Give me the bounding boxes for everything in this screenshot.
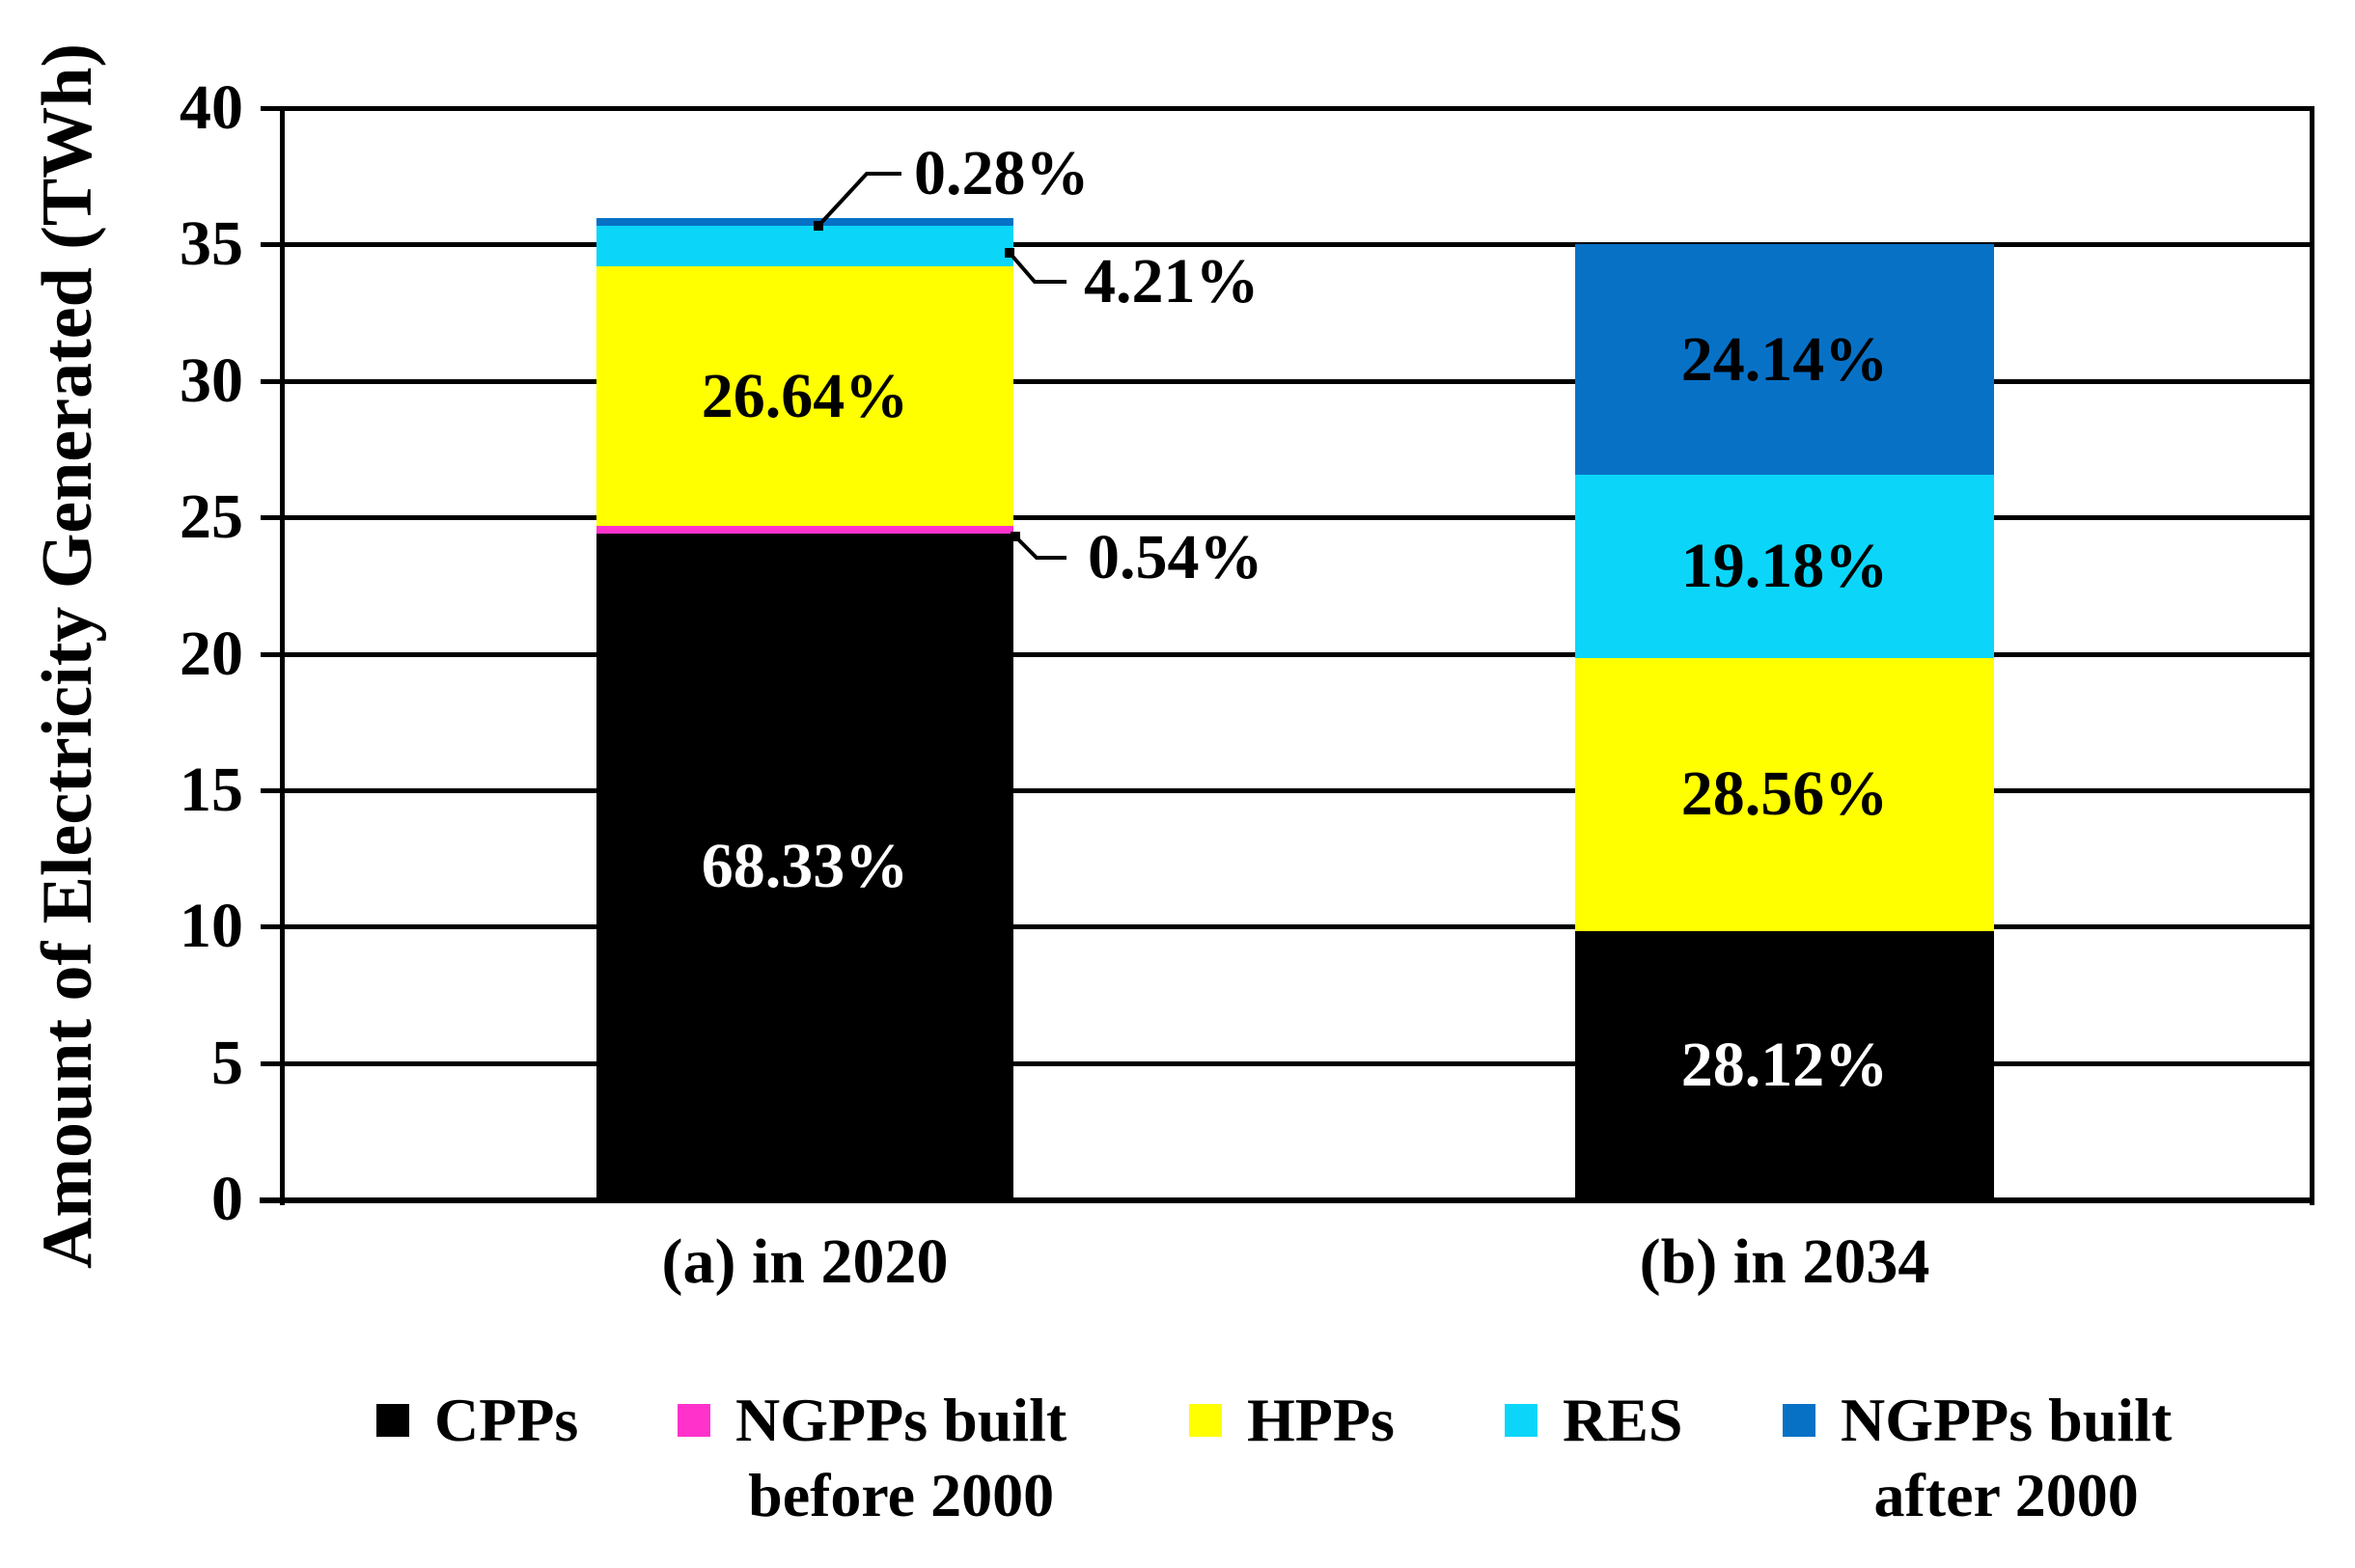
legend-swatch-cpps xyxy=(376,1404,409,1437)
plot-right-border xyxy=(2310,106,2314,1205)
gridline xyxy=(261,651,2314,657)
gridline xyxy=(261,515,2314,521)
y-axis-line xyxy=(280,106,285,1205)
legend-swatch-hpps xyxy=(1189,1404,1222,1437)
segment-ngpps-built-after-2000 xyxy=(596,218,1013,227)
segment-cpps xyxy=(596,534,1013,1199)
gridline xyxy=(261,106,2314,111)
bar--b-in-2034 xyxy=(1575,108,1994,1199)
legend-label: RES xyxy=(1563,1383,1683,1458)
y-tick-label: 35 xyxy=(180,208,243,280)
y-tick-label: 25 xyxy=(180,481,243,553)
legend-label: HPPs xyxy=(1247,1383,1395,1458)
callout-label: 0.28% xyxy=(914,138,1090,208)
gridline xyxy=(261,242,2314,248)
segment-label: 28.56% xyxy=(1680,758,1889,830)
gridline xyxy=(261,1060,2314,1066)
legend-swatch-res xyxy=(1505,1404,1538,1437)
x-category-label: (b) in 2034 xyxy=(1639,1226,1930,1297)
legend-label-line: CPPs xyxy=(434,1386,579,1454)
legend-label-line: HPPs xyxy=(1247,1386,1395,1454)
segment-hpps xyxy=(1575,658,1994,931)
segment-label: 19.18% xyxy=(1680,531,1889,602)
segment-label: 24.14% xyxy=(1680,323,1889,395)
callout-label: 0.54% xyxy=(1088,522,1263,592)
y-tick-label: 15 xyxy=(180,754,243,825)
segment-ngpps-built-after-2000 xyxy=(1575,244,1994,476)
y-tick-label: 5 xyxy=(211,1027,243,1098)
y-tick-label: 30 xyxy=(180,344,243,416)
segment-label: 26.64% xyxy=(701,360,909,431)
legend-label: NGPPs built before 2000 xyxy=(735,1383,1067,1533)
y-tick-label: 20 xyxy=(180,618,243,689)
gridline xyxy=(261,378,2314,384)
segment-ngpps-built-before-2000 xyxy=(596,526,1013,535)
legend-label: CPPs xyxy=(434,1383,578,1458)
legend-label-line: NGPPs built xyxy=(735,1386,1067,1454)
segment-hpps xyxy=(596,266,1013,527)
legend-label-line: NGPPs built xyxy=(1841,1386,2173,1454)
bar--a-in-2020 xyxy=(596,108,1013,1199)
segment-res xyxy=(596,226,1013,267)
legend-label-line: after 2000 xyxy=(1873,1461,2139,1529)
gridline xyxy=(261,787,2314,793)
legend-label-line: RES xyxy=(1563,1386,1683,1454)
x-category-label: (a) in 2020 xyxy=(661,1226,949,1297)
segment-label: 28.12% xyxy=(1680,1029,1889,1100)
segment-cpps xyxy=(1575,930,1994,1199)
gridline xyxy=(261,924,2314,930)
y-tick-label: 0 xyxy=(211,1164,243,1234)
y-tick-label: 10 xyxy=(180,891,243,962)
legend-label: NGPPs built after 2000 xyxy=(1841,1383,2172,1533)
legend-swatch-ngpps-built-before-2000 xyxy=(678,1404,710,1437)
x-axis-line xyxy=(260,1197,2314,1203)
segment-res xyxy=(1575,475,1994,659)
legend-label-line: before 2000 xyxy=(748,1461,1055,1529)
callout-label: 4.21% xyxy=(1084,246,1260,316)
y-tick-label: 40 xyxy=(180,72,243,143)
legend-swatch-ngpps-built-after-2000 xyxy=(1783,1404,1815,1437)
segment-label: 68.33% xyxy=(701,831,909,902)
